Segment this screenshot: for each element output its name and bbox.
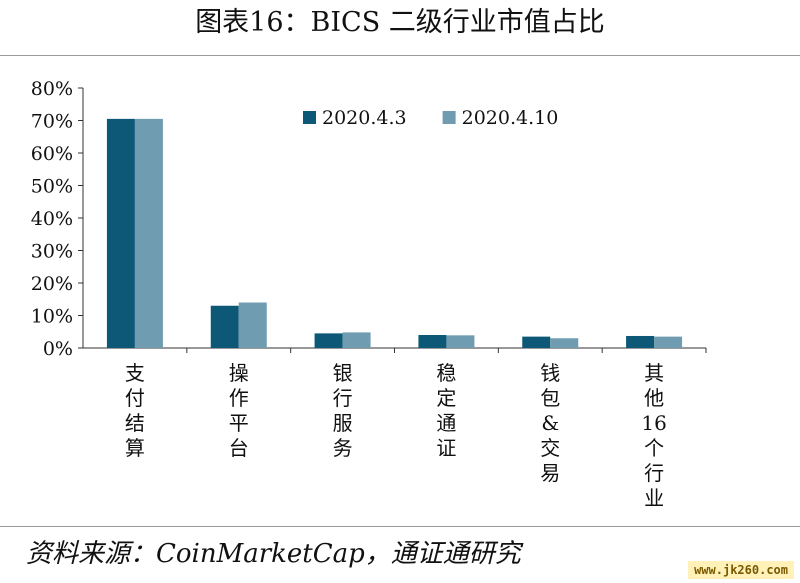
legend-label: 2020.4.10 [462, 107, 559, 129]
y-tick-label: 60% [31, 143, 73, 165]
y-tick-label: 70% [31, 111, 73, 133]
x-tick-label: 支付结算 [125, 361, 145, 460]
x-tick-label: 银行服务 [333, 361, 353, 460]
y-tick-label: 10% [31, 306, 73, 328]
bar-1 [522, 336, 551, 348]
watermark: www.jk260.com [688, 561, 794, 579]
source-divider [0, 526, 800, 527]
title-divider [0, 55, 800, 56]
x-tick-label: 其他 16 个行业 [641, 361, 666, 510]
x-tick-label: 钱包&交易 [540, 361, 560, 485]
bar-2 [654, 336, 683, 348]
chart-title: 图表16：BICS 二级行业市值占比 [195, 7, 605, 38]
bar-2 [342, 332, 371, 348]
source-note: 资料来源：CoinMarketCap，通证通研究 [26, 539, 521, 569]
bar-2 [550, 338, 579, 348]
bar-2 [134, 118, 163, 348]
y-tick-label: 50% [31, 176, 73, 198]
bar-2 [238, 302, 267, 348]
y-tick-label: 40% [31, 208, 73, 230]
bar-1 [314, 333, 343, 348]
bar-1 [418, 335, 447, 348]
y-tick-label: 0% [43, 338, 73, 360]
x-tick-label: 稳定通证 [436, 361, 456, 460]
legend-swatch [303, 111, 316, 124]
bar-1 [626, 335, 655, 348]
y-tick-label: 80% [31, 78, 73, 100]
legend-swatch [442, 111, 456, 124]
y-tick-label: 30% [31, 241, 73, 263]
bar-2 [446, 335, 475, 348]
bar-1 [106, 118, 135, 348]
x-tick-label: 操作平台 [229, 361, 249, 460]
y-tick-label: 20% [31, 273, 73, 295]
legend-label: 2020.4.3 [322, 107, 407, 129]
bar-1 [210, 305, 239, 348]
bar-chart: 0% 10% 20% 30% 40% 50% 60% 70% 80% 支付结算 操作平台 银行服务 稳定… [31, 78, 707, 510]
